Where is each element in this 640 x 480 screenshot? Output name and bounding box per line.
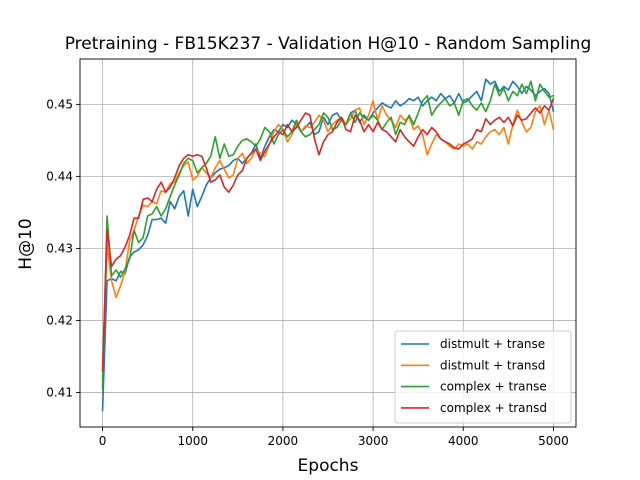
series-line-2 bbox=[101, 80, 555, 390]
series-lines bbox=[101, 78, 555, 412]
y-tick-label: 0.44 bbox=[46, 169, 73, 183]
y-tick-label: 0.43 bbox=[46, 241, 73, 255]
ticks: 0 1000 2000 3000 4000 5000 0.41 0.42 0.43 0.44 0.4… bbox=[46, 97, 568, 448]
x-tick-label: 2000 bbox=[268, 434, 299, 448]
legend-label-0: distmult + transe bbox=[440, 337, 545, 351]
y-tick-label: 0.41 bbox=[46, 385, 73, 399]
series-line-0 bbox=[101, 78, 555, 412]
grid bbox=[80, 59, 576, 427]
legend-label-3: complex + transd bbox=[440, 401, 547, 415]
plot-frame bbox=[79, 58, 577, 428]
x-tick-label: 3000 bbox=[358, 434, 389, 448]
x-tick-label: 5000 bbox=[538, 434, 569, 448]
y-tick-label: 0.45 bbox=[46, 97, 73, 111]
legend-label-1: distmult + transd bbox=[440, 358, 545, 372]
x-tick-label: 0 bbox=[99, 434, 107, 448]
x-axis-label: Epochs bbox=[298, 456, 359, 476]
series-line-3 bbox=[101, 97, 555, 372]
series-line-1 bbox=[101, 99, 555, 374]
y-axis-label: H@10 bbox=[16, 218, 36, 269]
legend-box bbox=[394, 330, 572, 424]
x-tick-label: 1000 bbox=[177, 434, 208, 448]
chart-title: Pretraining - FB15K237 - Validation H@10… bbox=[65, 34, 592, 54]
axes bbox=[79, 58, 577, 428]
legend-label-2: complex + transe bbox=[440, 380, 547, 394]
legend: distmult + transe distmult + transd comple… bbox=[394, 330, 572, 424]
y-tick-label: 0.42 bbox=[46, 313, 73, 327]
x-tick-label: 4000 bbox=[448, 434, 479, 448]
